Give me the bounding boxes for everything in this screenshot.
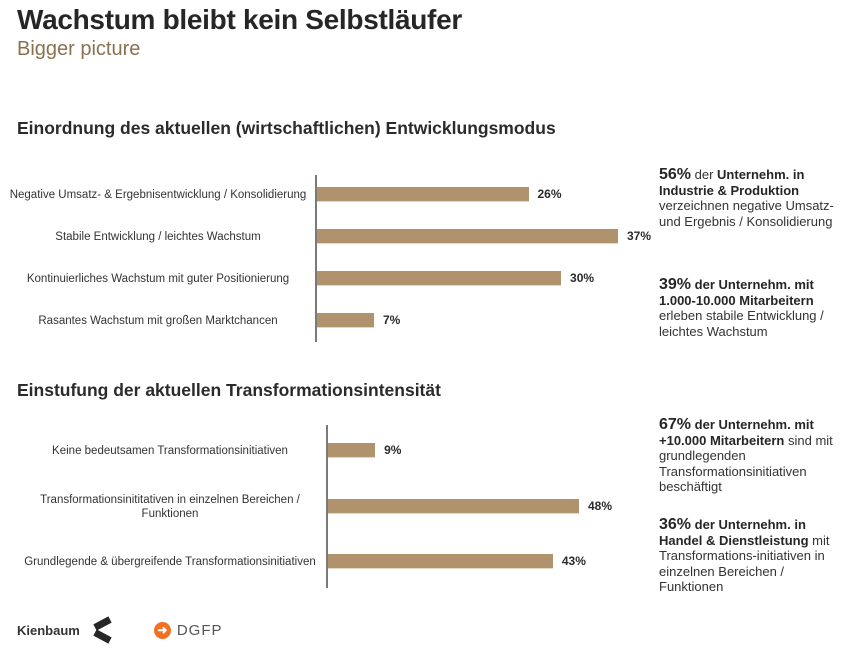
arrow-right-circle-icon: ➜ [153, 621, 171, 639]
category-label: Keine bedeutsamen Transformationsinitiat… [52, 445, 288, 457]
category-label: Stabile Entwicklung / leichtes Wachstum [55, 231, 261, 243]
callout-pct: 39% [659, 276, 692, 293]
dgfp-logo: ➜ DGFP [153, 621, 223, 639]
page-subtitle: Bigger picture [17, 38, 141, 60]
callout-1: 56% der Unternehm. in Industrie & Produk… [659, 166, 834, 229]
value-label: 48% [588, 499, 613, 513]
bar [328, 499, 579, 514]
callout-2: 39% der Unternehm. mit 1.000-10.000 Mita… [659, 276, 824, 339]
category-label: Rasantes Wachstum mit großen Marktchance… [38, 315, 278, 327]
value-label: 26% [537, 187, 562, 201]
kienbaum-logo-text: Kienbaum [17, 622, 80, 638]
dgfp-logo-text: DGFP [176, 621, 223, 639]
bar [328, 554, 553, 569]
value-label: 43% [561, 554, 586, 568]
value-label: 9% [384, 443, 402, 457]
value-label: 7% [382, 313, 401, 327]
callout-pct: 56% [659, 166, 692, 183]
chart-2-title: Einstufung der aktuellen Transformations… [17, 380, 441, 400]
bar [328, 443, 376, 458]
chart-1-title: Einordnung des aktuellen (wirtschaftlich… [17, 118, 556, 138]
bar [317, 187, 529, 202]
category-label: Transformationsinititativen in einzelnen… [40, 494, 300, 520]
category-label: Kontinuierliches Wachstum mit guter Posi… [26, 273, 290, 285]
y-axis-line [315, 175, 317, 342]
callout-3: 67% der Unternehm. mit +10.000 Mitarbeit… [659, 416, 833, 495]
value-label: 37% [627, 229, 652, 243]
bar [317, 229, 618, 244]
y-axis-line [326, 425, 328, 588]
page-title: Wachstum bleibt kein Selbstläufer [17, 4, 462, 35]
kienbaum-chevron-icon [92, 616, 112, 644]
bar [317, 271, 562, 286]
callout-4: 36% der Unternehm. in Handel & Dienstlei… [659, 516, 830, 595]
category-label: Grundlegende & übergreifende Transformat… [24, 556, 316, 568]
value-label: 30% [570, 271, 595, 285]
bar [317, 313, 374, 328]
footer-logos: Kienbaum ➜ DGFP [17, 612, 223, 648]
category-label: Negative Umsatz- & Ergebnisentwicklung /… [9, 189, 307, 201]
callout-pct: 67% [659, 416, 692, 433]
callout-pct: 36% [659, 516, 692, 533]
